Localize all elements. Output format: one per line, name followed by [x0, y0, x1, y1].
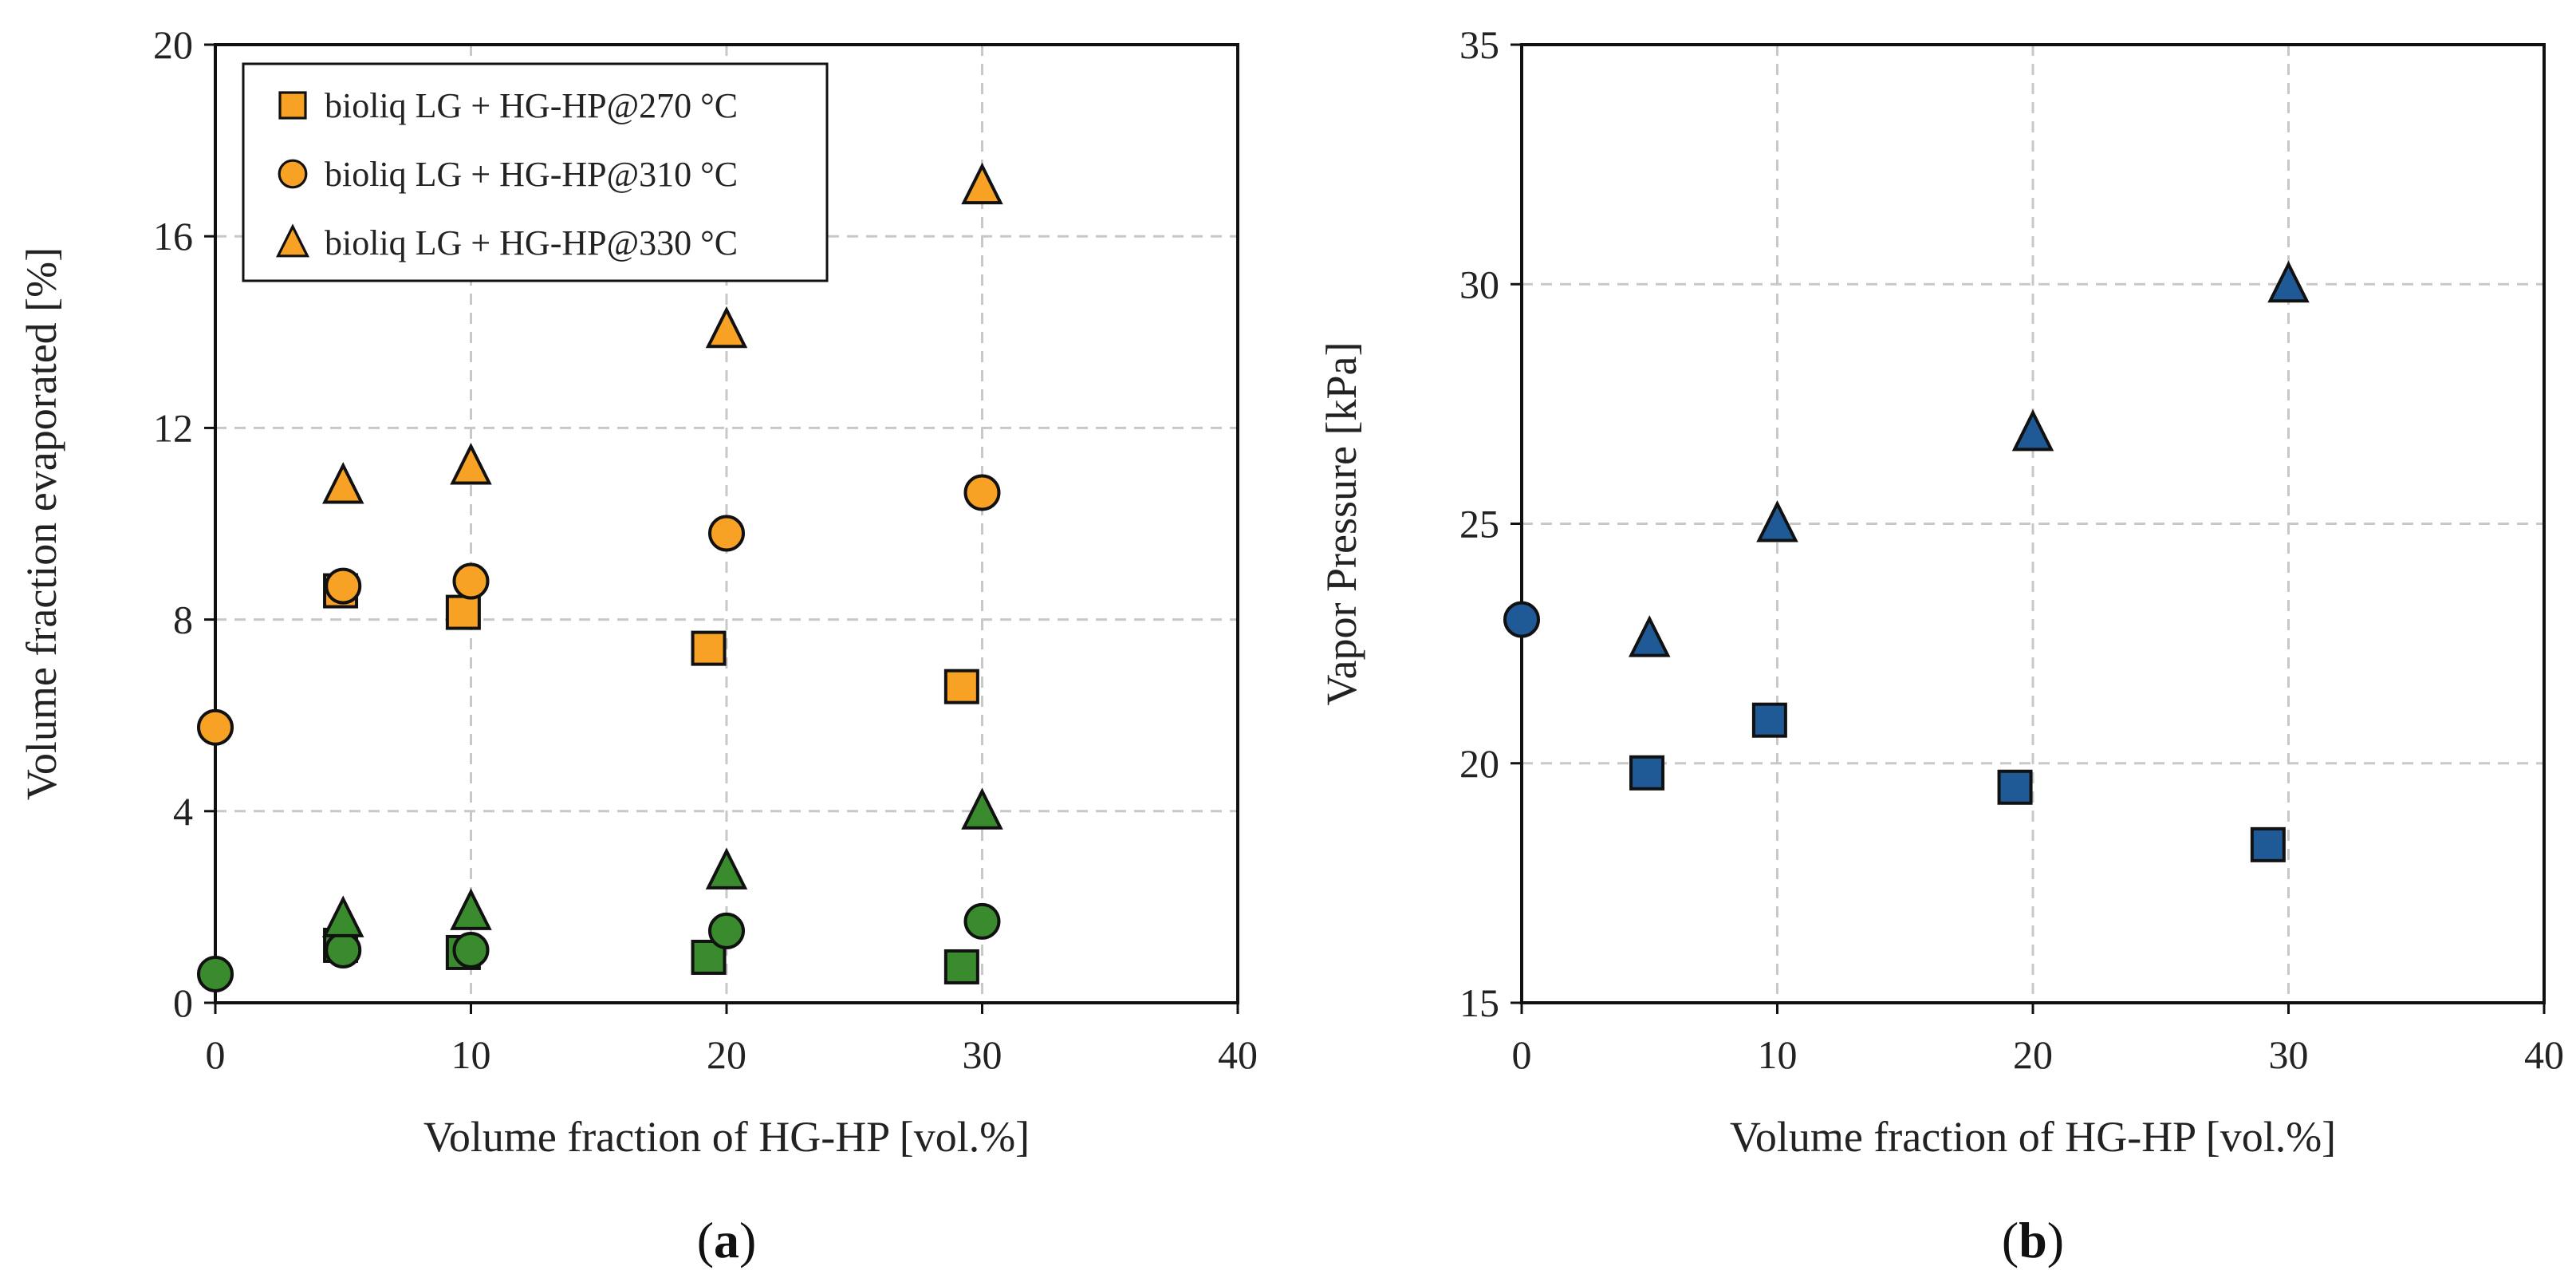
panel-a-triangle-point-0	[322, 461, 364, 504]
panel-a-x-axis-title: Volume fraction of HG-HP [vol.%]	[423, 1113, 1030, 1161]
panel-a-legend-label: bioliq LG + HG-HP@310 °C	[325, 155, 738, 194]
panel-b-triangle-point-1	[1756, 500, 1798, 542]
panel-a-triangle-point-3	[961, 787, 1003, 830]
panel-a-label: (a)	[697, 1212, 757, 1268]
panel-a-square-point-3	[943, 949, 979, 984]
panel-a-legend-label: bioliq LG + HG-HP@270 °C	[325, 86, 738, 125]
panel-a-legend: bioliq LG + HG-HP@270 °C bioliq LG + HG-H…	[242, 62, 829, 282]
panel-a-legend-box	[242, 62, 829, 282]
panel-a-xtick-label: 10	[451, 1032, 491, 1077]
panel-b-ytick-label: 20	[1459, 741, 1499, 786]
panel-a-xtick-label: 40	[1218, 1032, 1258, 1077]
panel-b-square-point-2	[1997, 769, 2033, 805]
panel-a-circle-point-3	[708, 912, 745, 949]
panel-b-xtick-label: 20	[2013, 1032, 2053, 1077]
panel-b-ytick-label: 25	[1459, 502, 1499, 546]
panel-a-series-2	[322, 162, 1003, 504]
panel-b-series-1	[1503, 601, 1540, 638]
panel-a-circle-point-0	[197, 708, 234, 746]
panel-b-ytick-label: 35	[1459, 22, 1499, 67]
panel-b-xtick-label: 10	[1758, 1032, 1798, 1077]
panel-a-square-point-2	[691, 630, 727, 666]
panel-a-series-0	[323, 573, 979, 704]
panel-a-square-point-3	[943, 669, 979, 704]
panel-a-xtick-label: 0	[206, 1032, 226, 1077]
panel-a-circle-point-4	[963, 474, 1001, 511]
panel-a-chart: 0 10 20 30 40 0 4 8 12 16 20 Volume fraction of HG-…	[18, 22, 1258, 1268]
panel-a-circle-point-2	[452, 562, 490, 600]
panel-a-legend-label: bioliq LG + HG-HP@330 °C	[325, 223, 738, 262]
panel-a-circle-point-2	[452, 931, 490, 968]
panel-a-circle-point-0	[197, 955, 234, 992]
panel-b-triangle-point-0	[1629, 615, 1671, 657]
panel-a-xtick-label: 30	[963, 1032, 1002, 1077]
panel-b-xtick-label: 30	[2269, 1032, 2309, 1077]
panel-a-ytick-label: 12	[153, 405, 193, 450]
panel-a-ytick-label: 4	[173, 789, 193, 834]
panel-b-circle-point-0	[1503, 601, 1540, 638]
panel-b-xtick-label: 0	[1512, 1032, 1532, 1077]
panel-a-triangle-point-1	[450, 442, 492, 485]
panel-a-circle-point-1	[325, 567, 362, 605]
panel-a-legend-square-point-0	[278, 91, 307, 120]
panel-a-series-3	[323, 927, 979, 984]
panel-b-ytick-label: 15	[1459, 980, 1499, 1025]
panel-b-xtick-label: 40	[2524, 1032, 2564, 1077]
panel-a-square-point-1	[445, 594, 481, 630]
panel-b-x-axis-title: Volume fraction of HG-HP [vol.%]	[1730, 1113, 2336, 1161]
panel-a-ytick-label: 0	[173, 980, 193, 1025]
panel-b-square-point-3	[2250, 826, 2286, 862]
panel-b-label: (b)	[2002, 1212, 2064, 1268]
panel-a-triangle-point-2	[705, 847, 748, 890]
panel-a-circle-point-4	[963, 902, 1001, 940]
panel-b-square-point-0	[1629, 755, 1665, 791]
panel-a-ytick-label: 20	[153, 22, 193, 67]
panel-b-y-axis-title: Vapor Pressure [kPa]	[1318, 342, 1365, 706]
panel-b-series-2	[1629, 260, 2310, 657]
panel-a-ytick-label: 8	[173, 598, 193, 642]
panel-a-xtick-label: 20	[707, 1032, 746, 1077]
panel-a-circle-point-1	[325, 931, 362, 968]
panel-a-legend-triangle-point-2	[276, 223, 309, 258]
panel-a-triangle-point-0	[322, 895, 364, 937]
panel-a-circle-point-3	[708, 515, 745, 552]
panel-b-triangle-point-3	[2267, 260, 2310, 303]
panel-b-chart: 0 10 20 30 40 15 20 25 30 35 Volume fraction of HG…	[1318, 22, 2564, 1268]
panel-a-series-4	[197, 902, 1001, 992]
panel-a-triangle-point-2	[705, 306, 748, 349]
panel-b-series-0	[1629, 702, 2286, 862]
panel-a-triangle-point-1	[450, 888, 492, 930]
panel-a-series-5	[322, 787, 1003, 937]
panel-b-ytick-label: 30	[1459, 262, 1499, 306]
panel-a-triangle-point-3	[961, 162, 1003, 205]
panel-a-y-axis-title: Volume fraction evaporated [%]	[18, 247, 65, 800]
panel-b-square-point-1	[1751, 702, 1787, 738]
panel-a-ytick-label: 16	[153, 214, 193, 258]
panel-a-series-1	[197, 474, 1001, 746]
panel-a-legend-circle-point-1	[278, 159, 308, 189]
panel-b-triangle-point-2	[2011, 408, 2054, 452]
